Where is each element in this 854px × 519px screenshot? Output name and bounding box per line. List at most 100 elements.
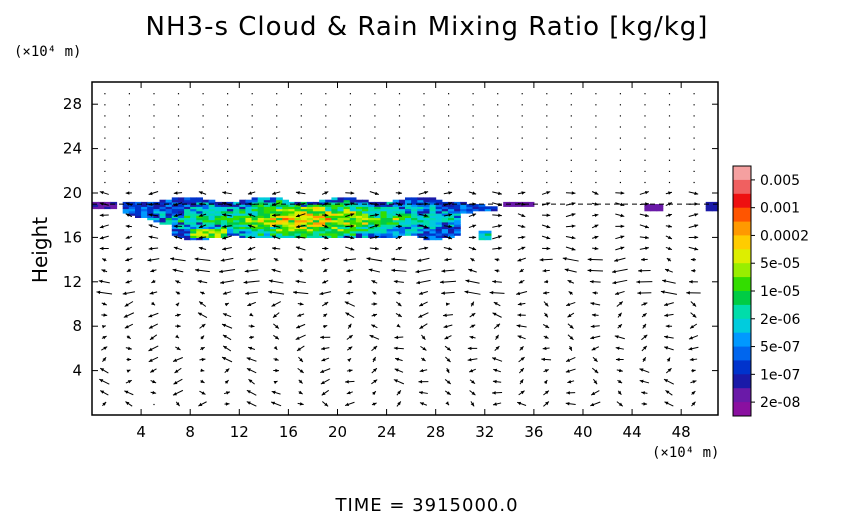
cloud-cell — [220, 228, 228, 232]
wind-arrow — [418, 380, 429, 384]
wind-arrow-head — [271, 268, 276, 273]
cloud-cell — [257, 208, 265, 212]
cloud-cell — [411, 199, 418, 203]
wind-arrow — [148, 312, 159, 318]
wind-arrow-head — [297, 313, 302, 317]
wind-dot — [349, 137, 351, 139]
cloud-cell — [306, 230, 314, 234]
cloud-cell — [270, 213, 277, 216]
wind-arrow — [369, 213, 379, 217]
x-tick-label: 4 — [136, 423, 146, 441]
cloud-cell — [411, 201, 418, 205]
cloud-cell — [276, 226, 283, 230]
cloud-cell — [245, 226, 253, 230]
wind-arrow-head — [471, 324, 476, 328]
cloud-cell — [435, 204, 443, 207]
cloud-cell — [220, 219, 228, 223]
cloud-cell — [398, 199, 406, 203]
cloud-cell — [362, 208, 369, 212]
wind-arrow-head — [225, 368, 230, 373]
cloud-cell — [343, 204, 351, 207]
wind-dot — [595, 115, 597, 117]
cloud-cell — [288, 201, 296, 205]
cloud-cell — [398, 210, 406, 214]
wind-arrow — [395, 191, 402, 195]
cloud-cell — [319, 221, 326, 225]
cloud-cell — [448, 221, 455, 225]
cloud-cell — [331, 228, 339, 232]
cloud-cell — [159, 208, 167, 212]
wind-arrow — [688, 346, 699, 351]
wind-arrow-head — [393, 279, 398, 284]
cloud-cell — [190, 215, 197, 218]
cloud-cell — [147, 201, 154, 205]
cloud-cell — [288, 228, 296, 232]
wind-dot — [374, 148, 376, 150]
wind-dot — [153, 148, 155, 150]
cloud-cell — [239, 230, 246, 234]
wind-arrow — [565, 235, 576, 240]
cloud-cell — [441, 230, 449, 234]
cloud-cell — [429, 230, 437, 234]
wind-arrow — [245, 291, 259, 295]
cloud-cell — [208, 199, 216, 203]
wind-arrow-head — [594, 369, 599, 374]
x-tick-label: 24 — [377, 423, 396, 441]
cloud-cell — [380, 217, 388, 221]
cloud-cell — [147, 208, 154, 212]
cloud-cell — [405, 204, 412, 207]
cloud-cell — [448, 219, 455, 223]
wind-arrow-head — [198, 235, 203, 240]
cloud-cell — [306, 206, 314, 210]
cloud-cell — [343, 208, 351, 212]
cloud-cell — [325, 201, 332, 205]
wind-arrow — [224, 402, 230, 406]
wind-dot — [325, 137, 327, 139]
wind-arrow-head — [497, 235, 502, 239]
cloud-cell — [263, 199, 271, 203]
wind-arrow-head — [568, 346, 572, 351]
wind-arrow-head — [373, 302, 378, 306]
wind-arrow — [418, 224, 429, 229]
wind-arrow — [175, 313, 181, 317]
cloud-cell — [319, 206, 326, 210]
wind-arrow — [614, 335, 625, 340]
cloud-cell — [214, 224, 222, 227]
wind-arrow-head — [424, 225, 429, 229]
wind-arrow — [248, 378, 255, 385]
cloud-cell — [362, 215, 369, 218]
wind-dot — [570, 181, 572, 184]
cloud-cell — [325, 228, 332, 232]
wind-arrow — [517, 213, 526, 218]
cloud-cell — [276, 204, 283, 207]
cloud-cell — [368, 213, 375, 216]
cloud-cell — [448, 224, 455, 227]
cloud-cell — [282, 215, 289, 218]
cloud-cell — [319, 199, 326, 203]
wind-arrow-head — [639, 379, 644, 384]
wind-arrow-head — [520, 357, 525, 361]
cloud-cell — [349, 233, 357, 236]
wind-arrow-head — [498, 213, 502, 217]
cloud-cell — [282, 213, 289, 216]
cloud-cell — [411, 230, 418, 234]
wind-arrow — [320, 368, 331, 374]
cloud-cell — [337, 219, 345, 223]
wind-arrow-head — [373, 368, 377, 372]
wind-arrow-head — [271, 401, 276, 405]
wind-arrow-head — [616, 357, 620, 362]
wind-arrow-head — [419, 302, 424, 307]
wind-arrow-head — [472, 224, 477, 228]
wind-arrow — [443, 235, 453, 240]
wind-arrow — [101, 325, 106, 329]
cloud-cell — [282, 226, 289, 230]
cloud-cell — [239, 210, 246, 214]
wind-arrow-head — [587, 268, 592, 273]
cloud-cell — [337, 210, 345, 214]
cloud-cell — [398, 228, 406, 232]
wind-arrow-head — [126, 268, 131, 272]
wind-arrow-head — [446, 347, 451, 351]
cloud-cell — [312, 215, 320, 218]
wind-arrow — [543, 379, 548, 384]
cloud-cell — [325, 208, 332, 212]
